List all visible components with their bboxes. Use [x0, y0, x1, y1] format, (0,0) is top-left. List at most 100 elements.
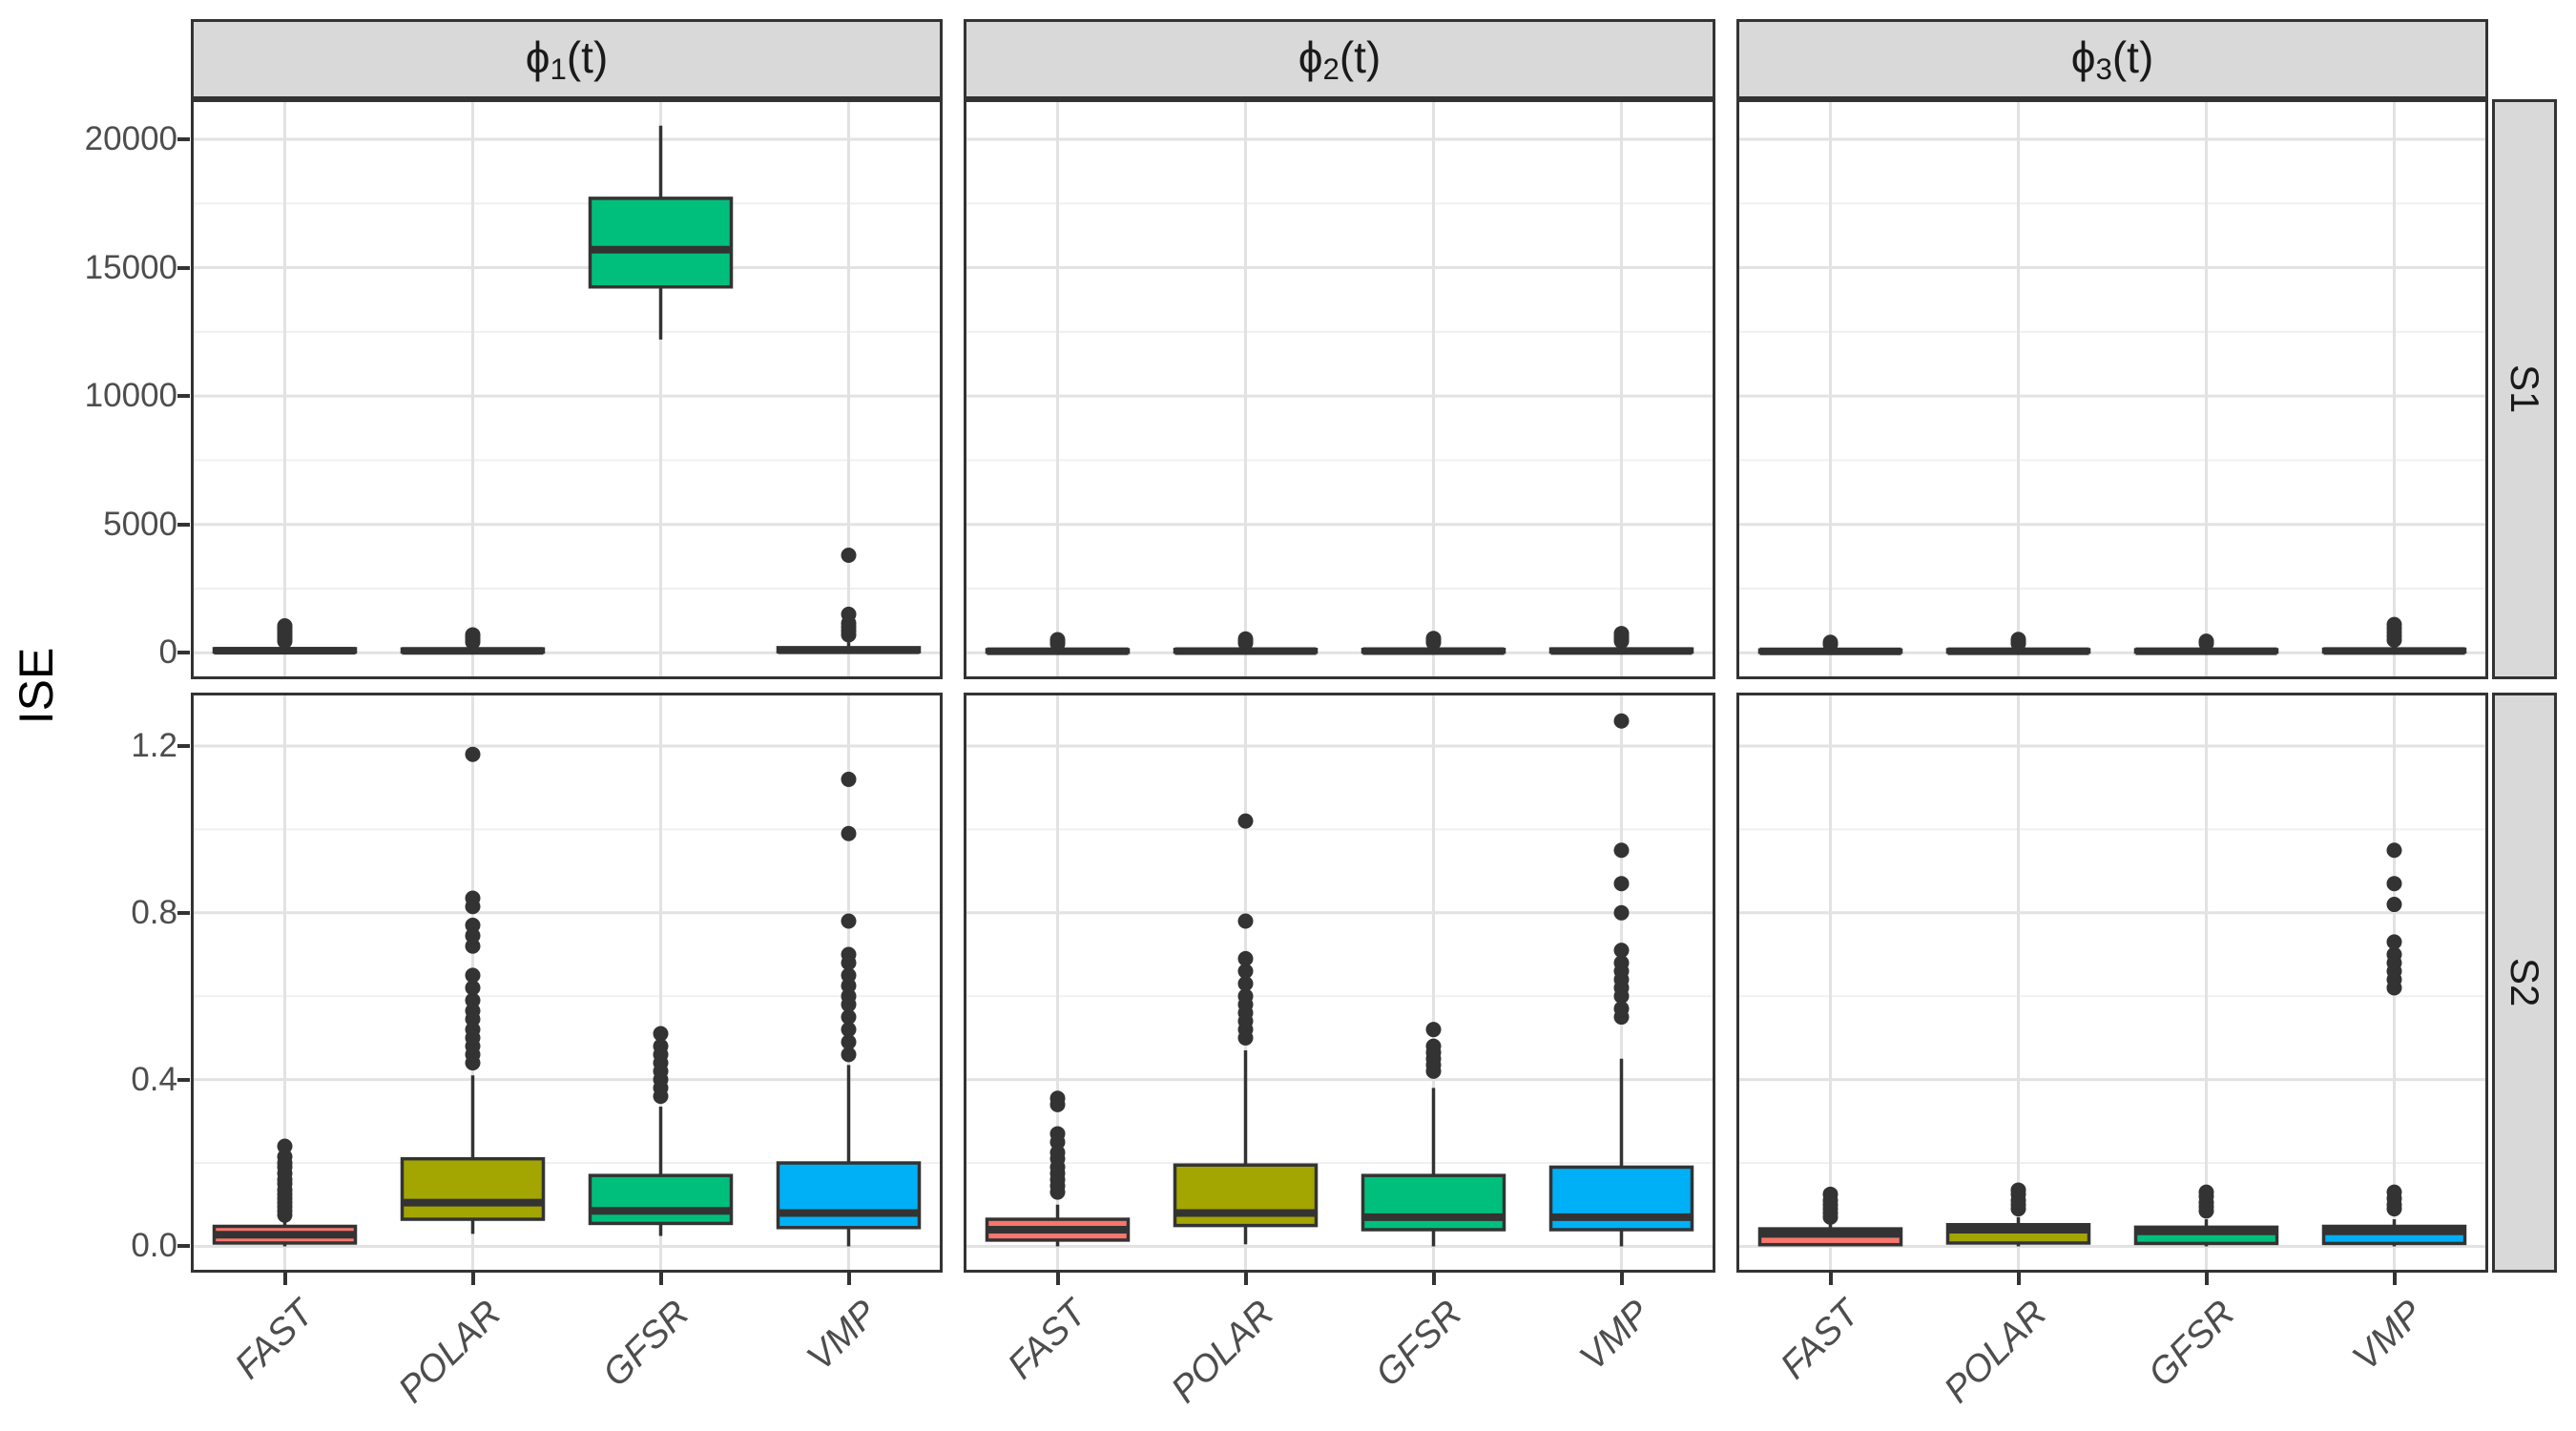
facet-strip-phi3-label: ϕ3(t) [2070, 32, 2154, 86]
y-tick-mark [177, 136, 190, 141]
facet-strip-phi2-label: ϕ2(t) [1298, 32, 1381, 86]
outlier-dot [1822, 634, 1839, 651]
panel-phi3-s1 [1736, 99, 2488, 679]
outlier-dot [841, 967, 857, 984]
outlier-dot [1613, 626, 1630, 642]
facet-strip-s2: S2 [2492, 693, 2557, 1273]
boxplot-box [1361, 1173, 1506, 1232]
facet-strip-phi1: ϕ1(t) [191, 19, 943, 99]
x-tick-mark [2392, 1273, 2397, 1285]
outlier-dot [1237, 913, 1254, 929]
facet-strip-phi2: ϕ2(t) [964, 19, 1715, 99]
y-tick-label: 0.0 [131, 1227, 177, 1265]
outlier-dot [2386, 876, 2402, 892]
panel-border [1736, 693, 2488, 1273]
boxplot-gfsr [2133, 633, 2279, 655]
panel-phi3-s2 [1736, 693, 2488, 1273]
boxplot-box [400, 1156, 546, 1221]
boxplot-polar [1945, 632, 2091, 655]
outlier-dot [1613, 842, 1630, 859]
outlier-dot [1613, 713, 1630, 729]
boxplot-box [588, 197, 734, 289]
outlier-dot [465, 917, 481, 933]
boxplot-polar [1173, 813, 1319, 1245]
outlier-dot [465, 627, 481, 643]
x-tick-mark [1619, 1273, 1624, 1285]
outlier-dot [841, 1034, 857, 1050]
panel-phi2-s1 [964, 99, 1715, 679]
boxplot-polar [400, 627, 546, 655]
boxplot-polar [400, 746, 546, 1234]
facet-strip-s1-label: S1 [2503, 364, 2547, 414]
x-tick-mark [1828, 1273, 1833, 1285]
boxplot-box [588, 1173, 734, 1226]
outlier-dot [2386, 842, 2402, 859]
boxplot-fast [985, 632, 1131, 655]
boxplot-gfsr [588, 125, 734, 340]
facet-strip-phi1-label: ϕ1(t) [525, 32, 609, 86]
outlier-dot [653, 1026, 669, 1042]
y-axis-title: ISE [10, 647, 63, 725]
outlier-dot [465, 746, 481, 762]
outlier-dot [465, 980, 481, 996]
y-tick-mark [177, 1077, 190, 1082]
outlier-dot [1237, 813, 1254, 829]
outlier-dot [1613, 943, 1630, 959]
outlier-dot [1613, 876, 1630, 892]
outlier-dot [1237, 963, 1254, 979]
boxplot-gfsr [588, 1026, 734, 1236]
boxplot-fast [1757, 634, 1903, 655]
x-tick-mark [1431, 1273, 1436, 1285]
outlier-dot [841, 1047, 857, 1063]
boxplot-vmp [776, 771, 922, 1247]
y-tick-mark [177, 743, 190, 748]
y-tick-label: 0.8 [131, 893, 177, 931]
boxplot-vmp [1548, 713, 1694, 1247]
y-tick-mark [177, 651, 190, 655]
y-tick-label: 15000 [84, 248, 177, 286]
facet-strip-phi3: ϕ3(t) [1736, 19, 2488, 99]
y-tick-label: 20000 [84, 119, 177, 157]
facet-strip-s2-label: S2 [2503, 958, 2547, 1007]
outlier-dot [2198, 1184, 2214, 1200]
outlier-dot [2198, 633, 2214, 650]
outlier-dot [653, 1038, 669, 1054]
outlier-dot [1049, 1126, 1066, 1142]
outlier-dot [1425, 1022, 1442, 1038]
x-tick-mark [2204, 1273, 2209, 1285]
outlier-dot [277, 618, 293, 634]
boxplot-polar [1173, 631, 1319, 655]
x-tick-mark [2016, 1273, 2021, 1285]
outlier-dot [2386, 934, 2402, 950]
outlier-dot [465, 992, 481, 1008]
boxplot-fast [985, 1090, 1131, 1247]
x-tick-mark [846, 1273, 851, 1285]
x-tick-mark [1055, 1273, 1060, 1285]
boxplot-vmp [776, 548, 922, 654]
outlier-dot [2386, 616, 2402, 633]
facet-strip-s1: S1 [2492, 99, 2557, 679]
panel-border [191, 99, 943, 679]
y-tick-label: 0.4 [131, 1060, 177, 1098]
outlier-dot [1049, 1090, 1066, 1107]
outlier-dot [1613, 955, 1630, 971]
boxplot-vmp [2321, 616, 2467, 655]
outlier-dot [277, 1138, 293, 1154]
panel-phi1-s1 [191, 99, 943, 679]
y-tick-label: 5000 [103, 505, 177, 543]
boxplot-fast [1757, 1186, 1903, 1247]
outlier-dot [1237, 976, 1254, 992]
outlier-dot [841, 1022, 857, 1038]
outlier-dot [2010, 632, 2026, 648]
y-tick-mark [177, 1244, 190, 1249]
panel-phi1-s2 [191, 693, 943, 1273]
outlier-dot [1237, 631, 1254, 647]
boxplot-gfsr [1361, 1022, 1506, 1247]
outlier-dot [2386, 897, 2402, 913]
boxplot-gfsr [2133, 1184, 2279, 1247]
panel-border [964, 693, 1715, 1273]
panel-phi2-s2 [964, 693, 1715, 1273]
outlier-dot [1425, 1038, 1442, 1054]
boxplot-vmp [1548, 626, 1694, 655]
